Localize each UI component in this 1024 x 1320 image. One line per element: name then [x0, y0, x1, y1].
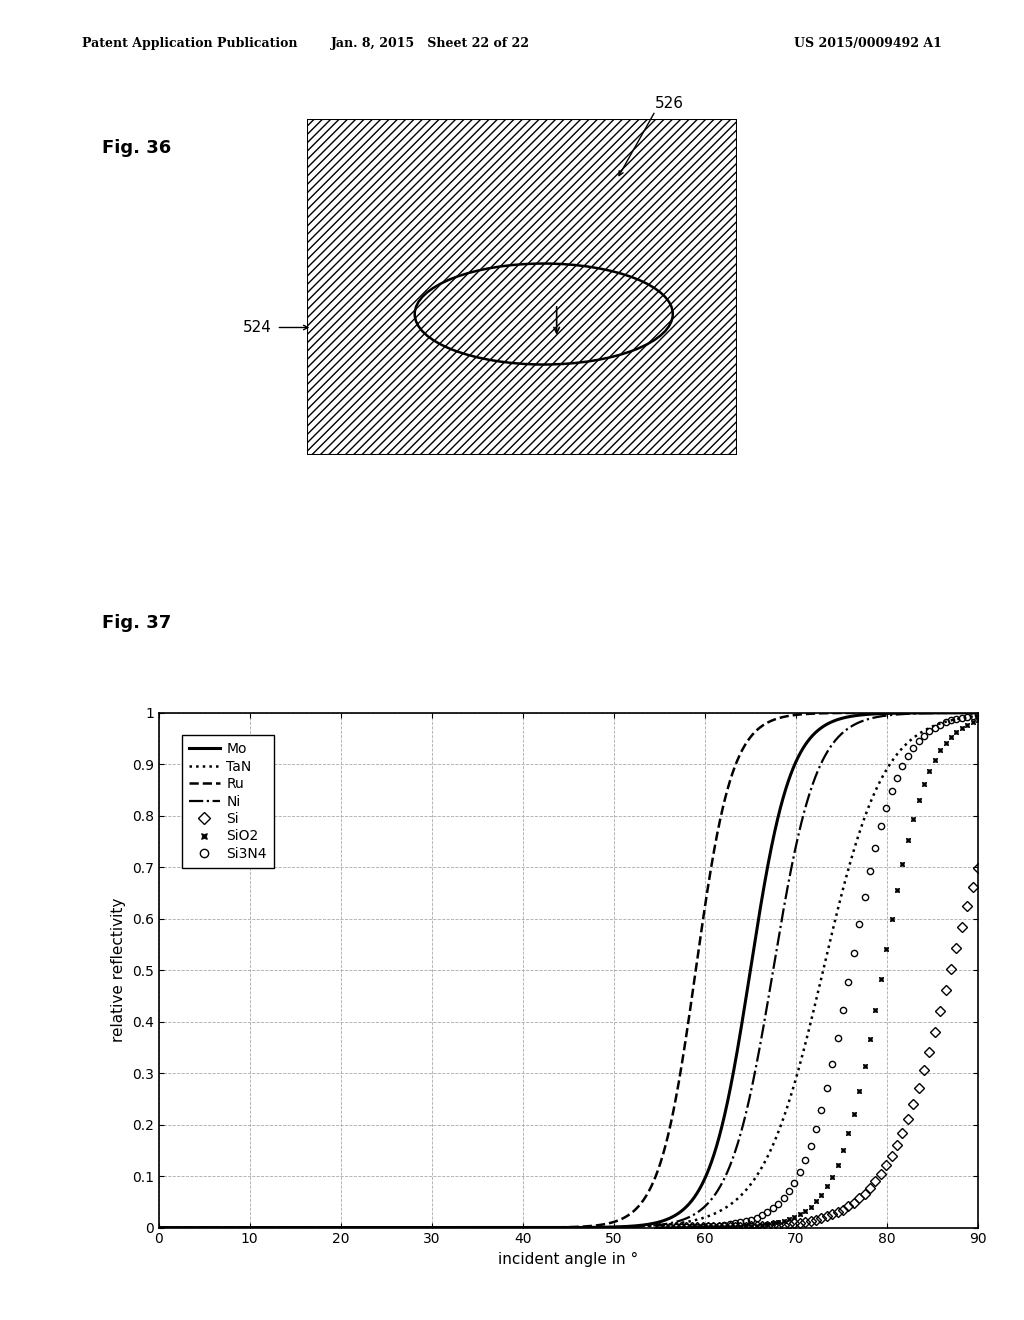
- Text: 526: 526: [655, 96, 684, 111]
- Line: Ru: Ru: [159, 713, 978, 1228]
- Text: Fig. 37: Fig. 37: [102, 614, 172, 632]
- Ni: [153, 1220, 165, 1236]
- Y-axis label: relative reflectivity: relative reflectivity: [112, 898, 126, 1043]
- SiO2: [761, 1217, 773, 1233]
- Mo: [798, 739, 810, 755]
- TaN: [153, 1220, 165, 1236]
- SiO2: [756, 1217, 768, 1233]
- Ru: [948, 705, 961, 721]
- Ni: [972, 705, 984, 721]
- Ru: [798, 706, 810, 722]
- Mo: [972, 705, 984, 721]
- Mo: [195, 1220, 207, 1236]
- Si: [708, 1220, 720, 1236]
- SiO2: [972, 713, 984, 729]
- Si: [745, 1218, 758, 1234]
- Ru: [529, 1220, 542, 1236]
- Si3N4: [853, 916, 865, 932]
- Line: SiO2: SiO2: [656, 717, 981, 1230]
- Ellipse shape: [415, 264, 673, 364]
- Si3N4: [734, 1214, 746, 1230]
- Si: [653, 1220, 666, 1236]
- Si: [734, 1218, 746, 1234]
- Si3N4: [761, 1204, 773, 1220]
- Text: Jan. 8, 2015   Sheet 22 of 22: Jan. 8, 2015 Sheet 22 of 22: [331, 37, 529, 50]
- Line: Si3N4: Si3N4: [656, 713, 981, 1230]
- Text: Patent Application Publication: Patent Application Publication: [82, 37, 297, 50]
- TaN: [798, 1041, 810, 1057]
- Ru: [947, 705, 959, 721]
- Ni: [798, 805, 810, 821]
- TaN: [195, 1220, 207, 1236]
- Mo: [153, 1220, 165, 1236]
- Si3N4: [756, 1208, 768, 1224]
- Line: Ni: Ni: [159, 713, 978, 1228]
- TaN: [529, 1220, 542, 1236]
- Si3N4: [745, 1212, 758, 1228]
- Ni: [529, 1220, 542, 1236]
- TaN: [972, 708, 984, 723]
- Mo: [948, 705, 961, 721]
- Line: Mo: Mo: [159, 713, 978, 1228]
- Si3N4: [972, 708, 984, 723]
- Legend: Mo, TaN, Ru, Ni, Si, SiO2, Si3N4: Mo, TaN, Ru, Ni, Si, SiO2, Si3N4: [182, 735, 274, 869]
- Si: [761, 1218, 773, 1234]
- Si: [756, 1218, 768, 1234]
- Si: [972, 861, 984, 876]
- TaN: [551, 1220, 563, 1236]
- Ru: [972, 705, 984, 721]
- Ru: [153, 1220, 165, 1236]
- X-axis label: incident angle in °: incident angle in °: [499, 1251, 638, 1267]
- SiO2: [734, 1218, 746, 1234]
- TaN: [947, 711, 959, 727]
- Ni: [948, 705, 961, 721]
- SiO2: [745, 1218, 758, 1234]
- Ru: [195, 1220, 207, 1236]
- Mo: [551, 1220, 563, 1236]
- TaN: [948, 711, 961, 727]
- SiO2: [708, 1220, 720, 1236]
- Ni: [551, 1220, 563, 1236]
- Line: TaN: TaN: [159, 715, 978, 1228]
- Text: US 2015/0009492 A1: US 2015/0009492 A1: [795, 37, 942, 50]
- Ni: [195, 1220, 207, 1236]
- Text: 524: 524: [243, 319, 271, 335]
- Mo: [529, 1220, 542, 1236]
- SiO2: [653, 1220, 666, 1236]
- Ru: [551, 1220, 563, 1236]
- Si3N4: [708, 1218, 720, 1234]
- SiO2: [853, 1084, 865, 1100]
- Ni: [947, 705, 959, 721]
- Si3N4: [653, 1220, 666, 1236]
- Line: Si: Si: [655, 865, 981, 1232]
- Si: [853, 1191, 865, 1206]
- Mo: [947, 705, 959, 721]
- Text: Fig. 36: Fig. 36: [102, 139, 172, 157]
